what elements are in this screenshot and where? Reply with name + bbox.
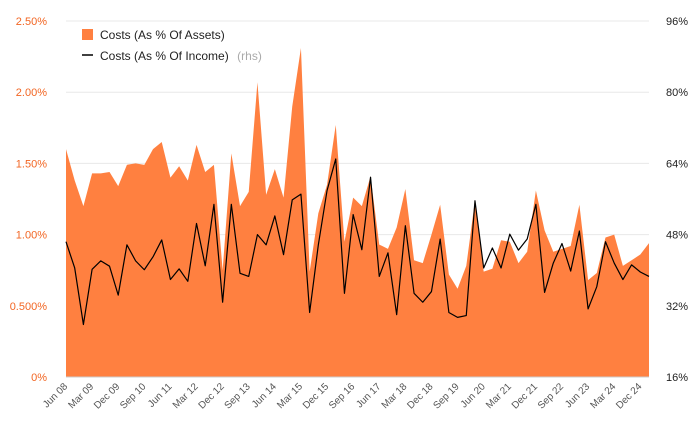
right-tick-label: 80%	[666, 87, 688, 99]
left-tick-label: 1.00%	[16, 230, 47, 242]
assets-area	[66, 48, 649, 378]
x-tick-label: Sep 10	[118, 381, 148, 411]
x-tick-label: Sep 22	[536, 381, 566, 411]
legend-label-income: Costs (As % Of Income) (rhs)	[100, 47, 262, 64]
x-tick-label: Mar 12	[171, 381, 201, 411]
x-tick-label: Dec 18	[405, 381, 435, 411]
assets-area-layer	[66, 48, 649, 378]
left-tick-label: 1.50%	[16, 158, 47, 170]
legend-swatch-assets	[82, 29, 93, 40]
x-tick-label: Jun 20	[459, 381, 488, 410]
x-tick-label: Sep 13	[223, 381, 253, 411]
right-tick-label: 16%	[666, 372, 688, 384]
x-tick-label: Mar 24	[589, 381, 619, 411]
left-axis: 0% 0.500% 1.00% 1.50% 2.00% 2.50%	[10, 16, 48, 384]
right-tick-label: 48%	[666, 230, 688, 242]
x-tick-label: Sep 16	[327, 381, 357, 411]
legend-label-rhs: (rhs)	[237, 49, 262, 63]
left-tick-label: 2.00%	[16, 87, 47, 99]
x-tick-label: Jun 23	[563, 381, 592, 410]
x-tick-label: Mar 15	[275, 381, 305, 411]
x-tick-label: Jun 17	[354, 381, 383, 410]
x-tick-label: Dec 12	[197, 381, 227, 411]
right-tick-label: 64%	[666, 158, 688, 170]
legend-label-assets: Costs (As % Of Assets)	[100, 28, 225, 42]
right-axis: 16% 32% 48% 64% 80% 96%	[666, 16, 688, 384]
x-tick-label: Jun 08	[41, 381, 70, 410]
right-tick-label: 32%	[666, 301, 688, 313]
x-tick-label: Jun 14	[250, 381, 279, 410]
x-tick-label: Dec 24	[614, 381, 644, 411]
left-tick-label: 0.500%	[10, 301, 48, 313]
right-tick-label: 96%	[666, 16, 688, 28]
x-tick-label: Sep 19	[431, 381, 461, 411]
x-tick-label: Dec 09	[92, 381, 122, 411]
x-tick-label: Dec 21	[510, 381, 540, 411]
x-tick-label: Mar 09	[66, 381, 96, 411]
left-tick-label: 0%	[31, 372, 47, 384]
x-tick-label: Mar 21	[484, 381, 514, 411]
income-line-layer	[65, 158, 650, 326]
x-tick-label: Dec 15	[301, 381, 331, 411]
x-tick-label: Jun 11	[146, 381, 175, 410]
left-tick-label: 2.50%	[16, 16, 47, 28]
legend: Costs (As % Of Assets) Costs (As % Of In…	[82, 28, 262, 64]
x-tick-label: Mar 18	[380, 381, 410, 411]
income-line	[65, 158, 650, 326]
legend-label-income-text: Costs (As % Of Income)	[100, 49, 229, 63]
